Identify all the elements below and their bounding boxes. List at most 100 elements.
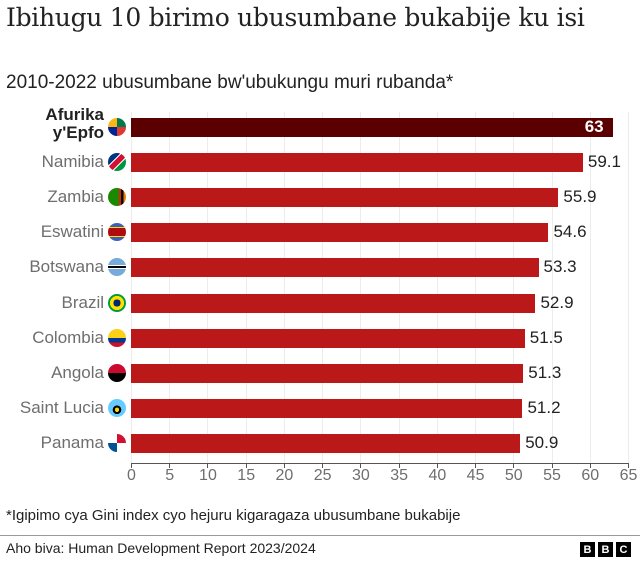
value-label: 51.3 xyxy=(528,362,562,382)
bar-row: Panama 50.9 xyxy=(0,432,640,453)
bar-row: Botswana 53.3 xyxy=(0,257,640,278)
flag-icon xyxy=(108,118,126,136)
bbc-logo-letter: B xyxy=(598,542,613,557)
bar xyxy=(131,153,583,173)
axis-tick xyxy=(513,463,515,468)
axis-tick xyxy=(283,463,285,468)
flag-icon xyxy=(108,433,126,452)
bar xyxy=(131,363,524,383)
flag-icon xyxy=(108,153,126,172)
axis-tick xyxy=(322,463,324,468)
bar xyxy=(131,433,521,453)
flag-icon xyxy=(108,398,126,417)
footnote: *Igipimo cya Gini index cyo hejuru kigar… xyxy=(6,507,461,524)
bar xyxy=(131,328,525,348)
x-axis-line xyxy=(131,463,628,464)
gridline xyxy=(131,112,132,464)
country-label: Angola xyxy=(51,362,104,382)
gridline xyxy=(513,112,515,464)
bar-row: Angola 51.3 xyxy=(0,362,640,383)
source-text: Aho biva: Human Development Report 2023/… xyxy=(6,540,316,556)
flag-icon xyxy=(108,293,126,312)
country-label: Botswana xyxy=(29,257,104,277)
gridline xyxy=(398,112,400,464)
value-label: 53.3 xyxy=(543,257,577,277)
axis-tick xyxy=(245,463,247,468)
bar-row: Namibia 59.1 xyxy=(0,152,640,173)
flag-icon xyxy=(108,363,126,382)
country-label: Afurika y'Epfo xyxy=(45,105,104,142)
bar-row: Eswatini 54.6 xyxy=(0,222,640,243)
axis-tick-label: 55 xyxy=(543,467,561,484)
axis-tick xyxy=(589,463,591,468)
value-label: 51.2 xyxy=(527,397,561,417)
axis-tick-label: 35 xyxy=(390,467,409,484)
axis-tick-label: 45 xyxy=(466,467,485,484)
axis-tick-label: 20 xyxy=(275,467,294,484)
axis-tick xyxy=(628,463,629,468)
value-label: 54.6 xyxy=(553,222,587,242)
axis-tick xyxy=(131,463,132,468)
country-label: Eswatini xyxy=(40,222,104,242)
value-label: 50.9 xyxy=(525,432,559,452)
bar xyxy=(131,118,613,137)
gridline xyxy=(589,112,591,464)
axis-tick xyxy=(398,463,400,468)
bar xyxy=(131,223,549,243)
axis-tick-label: 65 xyxy=(619,467,638,484)
bbc-logo-letter: C xyxy=(616,542,631,557)
value-label: 55.9 xyxy=(563,187,597,207)
value-label: 59.1 xyxy=(587,152,621,172)
axis-tick xyxy=(207,463,209,468)
gridline xyxy=(475,112,477,464)
bar xyxy=(131,188,559,208)
axis-tick xyxy=(551,463,553,468)
axis-tick-label: 40 xyxy=(428,467,447,484)
country-label: Panama xyxy=(40,432,104,452)
bar xyxy=(131,398,523,418)
axis-tick xyxy=(436,463,438,468)
bar-row: Zambia 55.9 xyxy=(0,187,640,208)
axis-tick-label: 10 xyxy=(199,467,217,484)
axis-tick-label: 60 xyxy=(581,467,600,484)
bar xyxy=(131,293,536,313)
bar xyxy=(131,258,539,278)
axis-tick xyxy=(360,463,362,468)
value-label: 51.5 xyxy=(529,327,563,347)
flag-icon xyxy=(108,328,126,347)
bbc-logo: B B C xyxy=(580,542,631,557)
gridline xyxy=(169,112,171,464)
gridline xyxy=(245,112,247,464)
gridline xyxy=(360,112,362,464)
axis-tick-label: 0 xyxy=(127,467,136,484)
value-label: 52.9 xyxy=(540,292,574,312)
axis-tick-label: 25 xyxy=(313,467,332,484)
flag-icon xyxy=(108,188,126,207)
axis-tick-label: 30 xyxy=(351,467,370,484)
bar-row: Brazil 52.9 xyxy=(0,292,640,313)
gridline xyxy=(628,112,629,464)
country-label: Namibia xyxy=(41,152,104,172)
gridline xyxy=(207,112,209,464)
flag-icon xyxy=(108,223,126,242)
axis-tick-label: 15 xyxy=(237,467,256,484)
country-label: Zambia xyxy=(47,187,104,207)
axis-tick-label: 50 xyxy=(504,467,523,484)
axis-tick xyxy=(475,463,477,468)
footer-divider xyxy=(0,535,640,536)
chart-subtitle: 2010-2022 ubusumbane bw'ubukungu muri ru… xyxy=(6,72,454,93)
gridline xyxy=(551,112,553,464)
country-label: Saint Lucia xyxy=(19,397,104,417)
gridline xyxy=(322,112,324,464)
gridline xyxy=(283,112,285,464)
axis-tick xyxy=(169,463,171,468)
gridline xyxy=(436,112,438,464)
bar-row: Colombia 51.5 xyxy=(0,327,640,348)
bar-row: Afurika y'Epfo 63 xyxy=(0,106,640,142)
chart-title: Ibihugu 10 birimo ubusumbane bukabije ku… xyxy=(6,3,585,32)
country-label: Brazil xyxy=(61,292,104,312)
bbc-logo-letter: B xyxy=(580,542,595,557)
flag-icon xyxy=(108,258,126,277)
axis-tick-label: 5 xyxy=(165,467,175,484)
